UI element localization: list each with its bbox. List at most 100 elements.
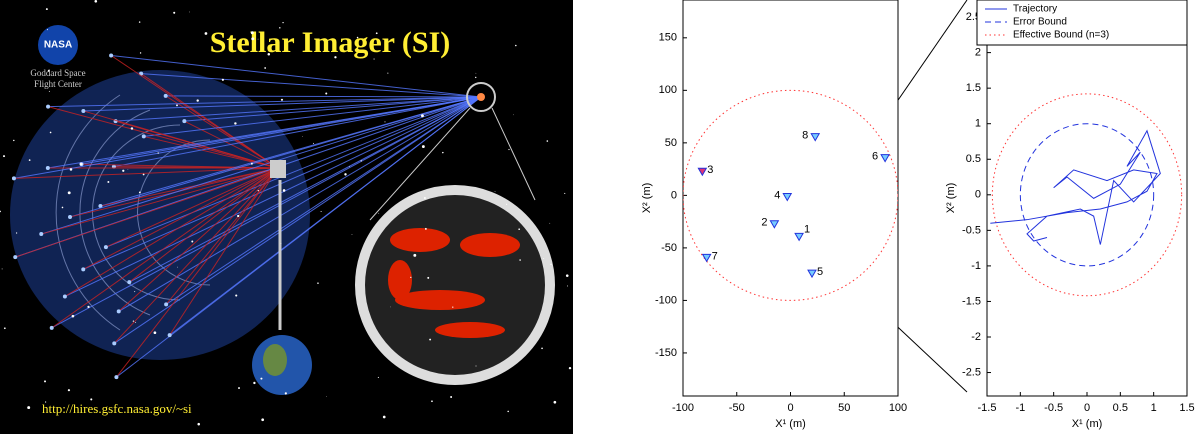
point-label: 5 xyxy=(817,266,823,278)
ray xyxy=(116,167,279,378)
y-tick-label: 100 xyxy=(659,84,677,96)
mirror xyxy=(68,214,73,219)
x-tick-label: -1 xyxy=(1015,402,1025,414)
star xyxy=(506,203,508,205)
y-axis-label: X² (m) xyxy=(945,183,957,214)
star xyxy=(130,127,134,130)
star xyxy=(546,140,549,142)
mirror xyxy=(112,341,117,346)
star xyxy=(325,92,328,95)
star xyxy=(134,291,136,293)
x-tick-label: 0 xyxy=(787,402,793,414)
x-tick-label: -0.5 xyxy=(1044,402,1063,414)
star xyxy=(420,114,424,118)
plot xyxy=(990,93,1183,297)
star xyxy=(87,305,90,309)
mirror xyxy=(103,245,108,250)
star xyxy=(138,21,141,23)
star xyxy=(257,190,259,192)
star xyxy=(543,258,545,259)
ray xyxy=(41,167,279,235)
star xyxy=(351,234,353,235)
marker xyxy=(769,220,780,229)
star xyxy=(442,151,444,154)
ray xyxy=(51,96,482,329)
star xyxy=(13,139,15,142)
legend-box xyxy=(976,0,1188,46)
mirror xyxy=(98,204,103,209)
star xyxy=(452,306,454,308)
marker xyxy=(701,253,712,263)
y-tick-label: -2.5 xyxy=(962,366,981,378)
mirror xyxy=(81,267,86,272)
y-tick-label: -150 xyxy=(655,347,677,359)
legend-label: Error Bound xyxy=(1013,17,1067,28)
star xyxy=(122,169,125,172)
star xyxy=(77,71,79,72)
star xyxy=(234,122,237,125)
ray xyxy=(113,96,482,168)
star xyxy=(507,410,509,413)
mirror xyxy=(49,325,54,330)
star xyxy=(250,31,254,35)
ray xyxy=(48,96,482,108)
point-label: 6 xyxy=(872,151,878,163)
star xyxy=(15,232,18,234)
ray xyxy=(51,167,279,329)
x-tick-label: 100 xyxy=(889,402,907,414)
ray xyxy=(105,167,279,248)
star xyxy=(257,38,259,40)
star xyxy=(377,376,379,378)
mirror xyxy=(164,302,169,307)
star xyxy=(47,69,50,72)
star xyxy=(519,259,521,261)
ray xyxy=(105,96,482,248)
target-star xyxy=(477,93,485,101)
star xyxy=(264,67,267,69)
y-tick-label: 0.5 xyxy=(966,153,981,165)
mirror xyxy=(109,53,114,58)
star xyxy=(238,387,240,390)
ray xyxy=(69,96,482,218)
center-name: Goddard Space xyxy=(30,68,85,78)
ray xyxy=(143,96,482,137)
x-tick-label: -50 xyxy=(729,402,745,414)
star xyxy=(423,197,426,199)
star xyxy=(284,392,287,395)
mirror xyxy=(167,333,172,338)
y-tick-label: -1 xyxy=(971,260,981,272)
star xyxy=(237,214,240,218)
star xyxy=(197,422,201,426)
star xyxy=(326,396,328,397)
star xyxy=(302,136,303,137)
url: http://hires.gsfc.nasa.gov/~si xyxy=(42,401,192,416)
y-tick-label: -0.5 xyxy=(962,224,981,236)
center-name: Flight Center xyxy=(34,79,82,89)
ray xyxy=(118,96,482,312)
star xyxy=(373,58,375,60)
y-tick-label: 0 xyxy=(671,189,677,201)
ray xyxy=(141,73,482,98)
illustration: NASA Goddard Space Flight Center Stellar… xyxy=(0,0,573,434)
star xyxy=(177,266,178,268)
star xyxy=(139,52,142,54)
star xyxy=(189,11,190,13)
star xyxy=(515,44,517,47)
star xyxy=(107,180,110,183)
ray xyxy=(165,167,279,305)
star xyxy=(553,400,557,404)
star xyxy=(267,53,271,56)
ray xyxy=(110,55,279,169)
star xyxy=(334,56,337,59)
star xyxy=(280,98,284,101)
star xyxy=(176,104,178,107)
ray xyxy=(165,96,482,305)
star xyxy=(378,212,380,214)
star xyxy=(191,240,194,243)
bound-circle xyxy=(683,89,898,301)
star xyxy=(564,192,566,194)
star xyxy=(387,72,389,74)
star xyxy=(153,331,157,335)
star xyxy=(253,381,256,385)
